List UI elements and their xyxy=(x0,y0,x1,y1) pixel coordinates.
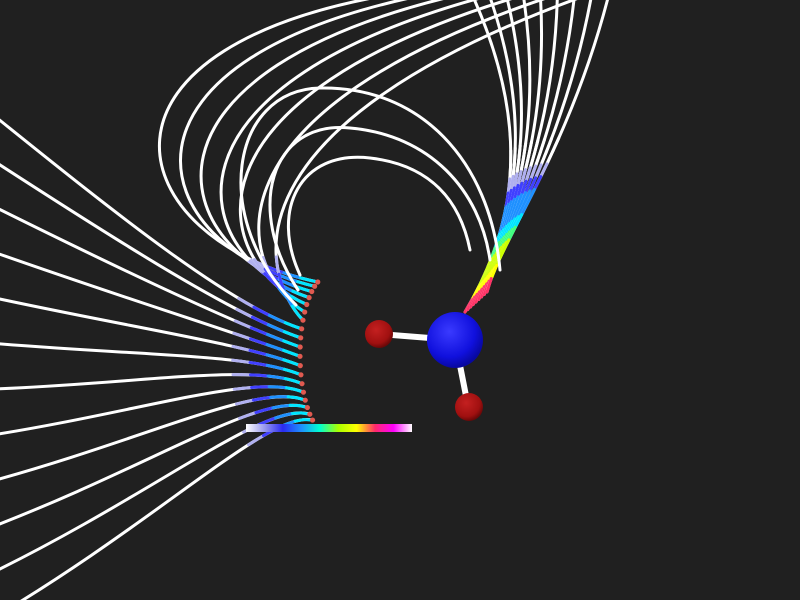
field-line-tail xyxy=(506,200,513,217)
field-line-tail xyxy=(545,149,555,166)
field-line-tail xyxy=(519,156,526,174)
field-line-endpoints xyxy=(297,279,321,423)
field-line-endpoint xyxy=(300,389,307,395)
field-line-tail xyxy=(538,137,547,155)
field-line-tail xyxy=(507,217,517,234)
field-line-tail xyxy=(485,277,493,294)
field-line xyxy=(0,118,304,331)
field-line-tail xyxy=(513,213,524,229)
field-line-tail xyxy=(523,154,531,172)
field-line-endpoint xyxy=(315,279,321,285)
field-line-endpoint xyxy=(307,411,313,417)
field-line-tail xyxy=(516,181,524,199)
field-line-tail xyxy=(539,150,548,167)
field-line xyxy=(274,0,578,322)
field-line-tail xyxy=(551,136,561,153)
field-line-tail xyxy=(524,166,532,183)
field-line-endpoint xyxy=(297,353,303,359)
field-line-endpoint xyxy=(304,301,310,308)
field-line-tail xyxy=(534,163,543,180)
field-line-tail xyxy=(520,168,527,185)
field-line-tail xyxy=(522,142,528,160)
field-line-tail xyxy=(509,186,516,204)
field-line xyxy=(199,0,444,294)
field-line-tail xyxy=(501,238,511,255)
field-line-tail xyxy=(516,170,523,187)
field-line xyxy=(471,0,532,306)
field-line-endpoint xyxy=(298,335,304,341)
field-line-tail xyxy=(511,160,517,178)
field-line-loop xyxy=(286,155,472,277)
field-line-tail xyxy=(520,200,530,217)
field-line-tail xyxy=(533,175,543,191)
field-line-tail xyxy=(512,195,520,212)
field-line-tail xyxy=(517,144,522,162)
blue-center-atom xyxy=(427,312,483,368)
field-line-endpoint xyxy=(309,288,315,295)
field-line-tail xyxy=(512,172,519,190)
field-line-tail xyxy=(507,225,517,242)
field-line-endpoint xyxy=(299,381,305,387)
field-line-tail xyxy=(504,191,510,209)
field-line xyxy=(0,342,303,377)
field-line-endpoint xyxy=(297,344,303,350)
field-line-endpoint xyxy=(306,295,312,301)
field-line-tail xyxy=(518,191,528,208)
field-line-tail xyxy=(515,193,524,210)
field-line-tail xyxy=(539,162,549,179)
field-line xyxy=(20,417,315,600)
inner-field-lines xyxy=(239,0,609,314)
field-line-tail xyxy=(513,183,520,201)
field-line-tail xyxy=(513,204,522,221)
field-line-endpoint xyxy=(298,372,304,378)
field-line-tail xyxy=(489,263,499,280)
field-line-endpoint xyxy=(299,326,305,332)
field-line-tail xyxy=(529,164,538,181)
field-line-endpoint xyxy=(302,397,308,403)
field-line-tail xyxy=(509,197,517,215)
field-line-tail xyxy=(526,187,537,204)
field-line-tail xyxy=(527,140,534,158)
field-line-tail xyxy=(516,202,526,219)
field-line-endpoint xyxy=(309,417,316,423)
red-atom-bottom xyxy=(455,393,483,421)
red-atom-left xyxy=(365,320,393,348)
field-line-loop xyxy=(268,126,492,292)
field-line-tail xyxy=(503,202,511,220)
field-line-tail xyxy=(507,208,516,226)
field-line-tail xyxy=(508,163,513,181)
field-line-tail xyxy=(515,158,521,176)
field-line-tail xyxy=(509,174,515,192)
field-line-endpoint xyxy=(312,283,318,289)
field-line-endpoint xyxy=(304,404,310,411)
field-line-tail xyxy=(522,189,532,206)
field-line xyxy=(474,0,544,304)
field-line-tail xyxy=(510,206,519,223)
field-line-tail xyxy=(506,177,512,195)
field-line-tail xyxy=(520,179,528,197)
field-line-tail xyxy=(524,177,533,195)
field-line-tail xyxy=(507,188,513,206)
field-line-tail xyxy=(501,205,508,223)
field-line-tail xyxy=(544,136,554,154)
field-line-tail xyxy=(528,152,536,170)
field-line-endpoint xyxy=(302,309,308,315)
field-line-endpoint xyxy=(300,317,306,323)
field-line-tail xyxy=(504,211,513,228)
field-line-endpoint xyxy=(297,363,303,369)
field-line-tail xyxy=(534,151,542,168)
field-line-tail xyxy=(510,215,520,231)
molecule xyxy=(365,312,483,421)
field-line-tail xyxy=(532,138,540,156)
color-legend-bar xyxy=(246,424,412,432)
field-line-tail xyxy=(513,146,517,164)
field-line-tail xyxy=(528,176,538,193)
field-line xyxy=(0,207,302,349)
field-line-loop xyxy=(239,86,502,307)
